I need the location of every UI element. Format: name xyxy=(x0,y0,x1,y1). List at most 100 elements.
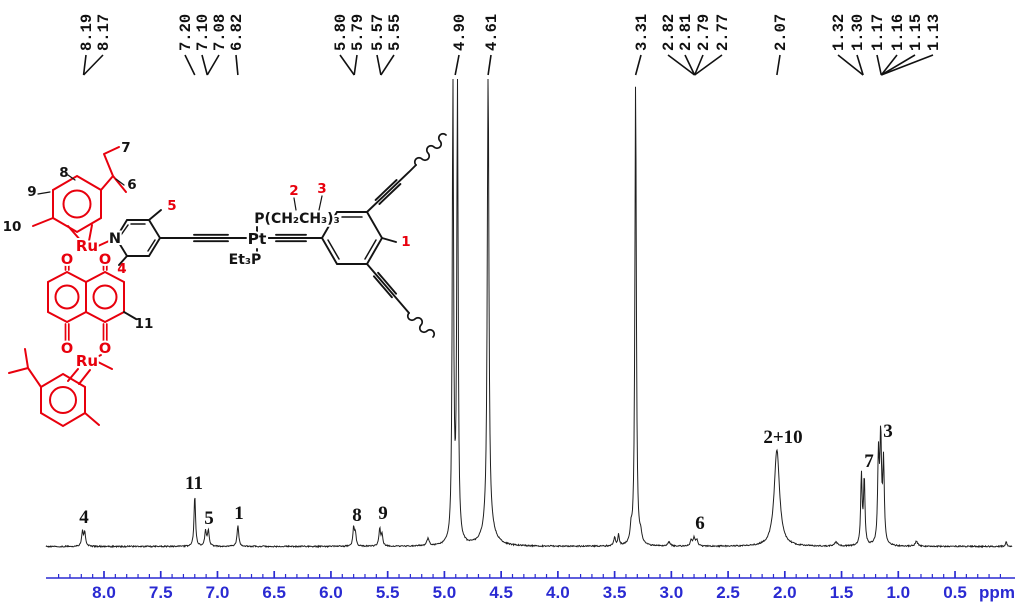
carbonyl-double-bonds xyxy=(64,261,108,342)
shift-label: 4.61 xyxy=(483,14,501,51)
pyridine-double-bonds xyxy=(120,223,156,252)
atom-label: 6 xyxy=(127,177,136,193)
shift-label: 6.82 xyxy=(228,14,246,51)
nmr-trace xyxy=(45,78,1013,549)
atom-label: Ru xyxy=(76,352,98,370)
atom-label: P(CH₂CH₃)₃ xyxy=(254,211,339,227)
shift-label-connector xyxy=(876,54,883,76)
shift-label-connector xyxy=(339,54,355,76)
shift-label: 2.79 xyxy=(695,14,713,51)
ru1-n-bond xyxy=(97,240,110,247)
benzene-double-bonds xyxy=(327,216,377,260)
alkyne-py-pt xyxy=(159,233,247,243)
ru2-eta-bonds xyxy=(67,368,91,385)
shift-label-connector xyxy=(634,54,642,76)
ru2-methyl-bond xyxy=(97,361,113,370)
shift-label: 1.32 xyxy=(830,14,848,51)
benzene-1-bond xyxy=(381,237,397,243)
assignment-label: 1 xyxy=(234,503,244,524)
atom-label: 10 xyxy=(3,219,22,235)
lower-alkyne-branch xyxy=(366,263,410,314)
shift-label: 5.55 xyxy=(386,14,404,51)
shift-label: 4.90 xyxy=(451,14,469,51)
spectrum-trace xyxy=(45,78,1013,549)
shift-label: 1.15 xyxy=(907,14,925,51)
shift-label: 1.30 xyxy=(849,14,867,51)
shift-label-connector xyxy=(376,54,382,76)
shift-label-connector xyxy=(380,54,395,76)
shift-label: 2.77 xyxy=(714,14,732,51)
shift-label-connector xyxy=(856,54,864,76)
pyridine-c2-bond xyxy=(118,255,128,266)
quinone-ring-right xyxy=(85,270,125,324)
cymene-ring-top xyxy=(52,174,102,234)
tick-label: 5.0 xyxy=(433,583,457,602)
shift-label-connector xyxy=(684,54,696,76)
molecule-bonds-black xyxy=(37,132,447,338)
shift-label-connector xyxy=(880,54,934,76)
tick-label: 2.5 xyxy=(716,583,740,602)
assignment-label: 11 xyxy=(185,473,203,494)
upper-squiggle xyxy=(413,132,447,166)
assignment-label: 4 xyxy=(79,507,89,528)
atom-label: 9 xyxy=(27,184,36,200)
shift-label: 2.82 xyxy=(660,14,678,51)
peak-assignment-labels: 4 115 1 8 9 6 2+10 73 xyxy=(79,421,893,534)
shift-label: 3.31 xyxy=(633,14,651,51)
shift-label: 7.20 xyxy=(177,14,195,51)
atom-label: 5 xyxy=(167,198,176,214)
assignment-label: 7 xyxy=(864,451,874,472)
atom-label: Pt xyxy=(248,230,267,248)
shift-label-connector xyxy=(206,54,220,76)
atom-label: N xyxy=(109,231,121,247)
tick-label: 1.0 xyxy=(886,583,910,602)
shift-label: 5.80 xyxy=(332,14,350,51)
atom-label: 4 xyxy=(117,261,126,277)
shift-label-connector xyxy=(667,54,696,76)
tick-label: 0.5 xyxy=(943,583,967,602)
shift-label-connector xyxy=(82,54,87,76)
shift-label-connector xyxy=(353,54,358,76)
axis-unit-label: ppm xyxy=(979,583,1015,602)
cymene-bottom-substituents xyxy=(8,348,100,426)
shift-label-connector xyxy=(454,54,460,76)
shift-label-connector xyxy=(201,54,209,76)
atom-label: 2 xyxy=(289,183,298,199)
molecule-bonds-red xyxy=(8,146,127,428)
shift-label-connector xyxy=(487,54,492,76)
atom-label: O xyxy=(99,252,111,268)
shift-label: 1.17 xyxy=(869,14,887,51)
atom-label: 8 xyxy=(59,165,68,181)
assignment-label: 6 xyxy=(695,513,705,534)
shift-label-connector xyxy=(776,54,781,76)
atom-label: Ru xyxy=(76,237,98,255)
tick-label: 7.0 xyxy=(206,583,230,602)
tick-label: 6.0 xyxy=(319,583,343,602)
tick-label: 6.5 xyxy=(262,583,286,602)
shift-label-connector xyxy=(694,54,723,76)
quinone-ring-left xyxy=(47,270,87,324)
tick-label: 1.5 xyxy=(830,583,854,602)
atom-label: O xyxy=(61,341,73,357)
shift-label: 7.08 xyxy=(211,14,229,51)
pyridine-methyl-bond xyxy=(148,209,162,221)
shift-label: 1.13 xyxy=(925,14,943,51)
assignment-label: 8 xyxy=(352,505,362,526)
aromatic-circle xyxy=(54,284,80,310)
shift-label: 8.17 xyxy=(95,14,113,51)
aromatic-circle xyxy=(92,284,118,310)
tick-label: 3.5 xyxy=(603,583,627,602)
assignment-label: 2+10 xyxy=(763,427,802,448)
shift-label: 7.10 xyxy=(194,14,212,51)
atom-label: 1 xyxy=(401,234,410,250)
atom-label: O xyxy=(61,252,73,268)
upper-alkyne-branch xyxy=(366,164,417,213)
atom-label: 7 xyxy=(121,140,130,156)
cymene-top-substituents xyxy=(32,146,127,227)
ru2-o-dotted-bond xyxy=(92,354,102,360)
shift-label: 5.57 xyxy=(369,14,387,51)
atom-label: Et₃P xyxy=(229,252,262,268)
